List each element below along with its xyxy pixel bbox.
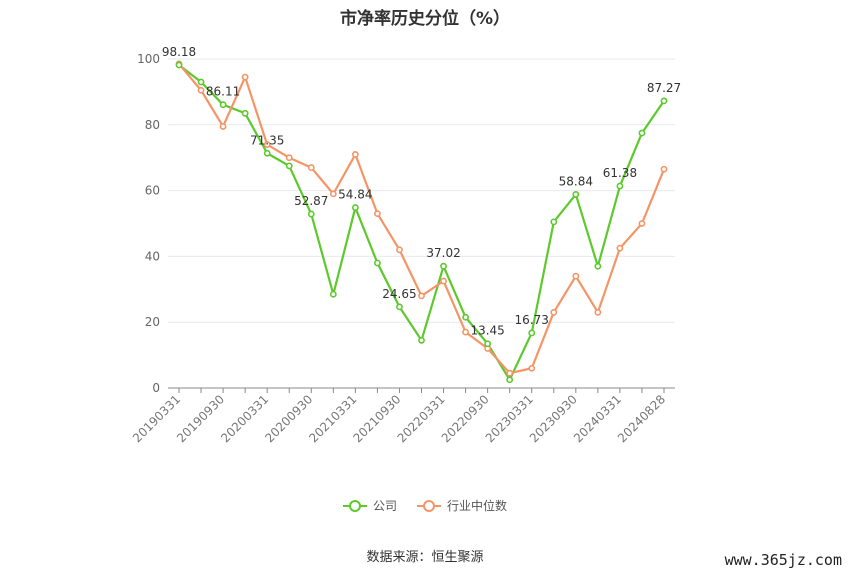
data-point-industry [241,73,249,81]
data-point-industry [263,141,271,148]
x-axis: 2019033120190930202003312020093020210331… [130,387,675,445]
series-points [175,60,668,384]
data-label: 86.11 [206,85,240,99]
data-labels: 98.18 86.11 71.35 52.87 54.84 24.65 37.02 13.45… [162,45,681,338]
data-point-company [175,61,183,69]
data-point-company [660,97,668,105]
data-point-company [484,340,492,348]
data-point-industry [550,308,558,316]
data-label: 61.38 [603,166,637,180]
x-tick-label: 20240828 [615,392,668,445]
data-point-company [307,210,315,218]
data-point-industry [462,328,469,336]
series-line-company [178,64,665,381]
data-point-industry [285,154,293,162]
data-point-industry [418,292,425,300]
grid-lines [168,58,675,323]
data-point-company [197,78,205,86]
data-point-company [241,109,249,117]
chart-title: 市净率历史分位（%） [339,9,511,29]
data-point-company [594,262,602,270]
y-tick-label: 40 [145,249,160,263]
y-tick-label: 80 [145,118,160,132]
data-point-industry [638,220,646,227]
series-lines [178,63,666,381]
data-point-company [219,101,227,109]
data-label: 16.73 [515,313,549,327]
data-point-industry [572,272,580,280]
data-point-industry [197,86,205,94]
data-point-company [329,290,337,298]
data-point-company [351,204,359,211]
data-point-industry [594,308,602,316]
y-tick-label: 0 [152,381,160,395]
y-tick-label: 60 [145,184,160,198]
data-point-industry [307,164,315,171]
data-point-company [285,162,293,170]
data-label: 98.18 [162,45,196,59]
y-tick-label: 100 [137,52,160,66]
data-point-company [550,218,558,226]
y-axis-labels: 0 20 40 60 80 100 [137,52,160,395]
series-line-industry [178,63,666,375]
y-tick-label: 20 [145,315,160,329]
data-point-company [440,262,447,270]
legend: 公司 行业中位数 [0,497,850,514]
data-point-company [528,329,536,337]
data-point-company [638,129,646,137]
data-point-industry [329,190,337,198]
data-label: 52.87 [294,194,328,208]
data-point-company [506,376,514,384]
data-label: 54.84 [338,188,372,202]
data-point-industry [219,123,227,130]
data-label: 58.84 [559,174,593,188]
legend-label-industry: 行业中位数 [447,499,508,513]
data-point-company [396,303,403,311]
legend-item-company[interactable]: 公司 [342,497,397,514]
data-point-company [572,191,580,198]
data-point-industry [440,277,447,285]
legend-swatch-company [342,499,367,512]
data-point-company [418,336,425,344]
data-point-industry [660,165,668,173]
data-point-industry [528,364,536,372]
data-label: 24.65 [382,287,416,301]
data-point-company [374,259,381,267]
data-label: 13.45 [470,324,504,338]
data-point-company [263,149,271,157]
data-point-industry [374,210,381,218]
data-point-industry [351,151,359,158]
watermark: www.365jz.com [724,551,842,569]
line-chart: 0 20 40 60 80 100 201903312019093020200331202… [130,45,681,445]
legend-label-company: 公司 [372,499,397,513]
data-point-industry [506,369,514,377]
data-label: 37.02 [426,246,460,260]
legend-item-industry[interactable]: 行业中位数 [417,497,507,514]
data-label: 87.27 [647,81,681,95]
legend-swatch-industry [417,499,441,512]
data-label: 71.35 [250,133,284,147]
data-point-company [616,182,624,190]
data-source: 数据来源：恒生聚源 [366,550,484,565]
data-point-industry [396,246,403,254]
data-point-industry [616,244,624,252]
data-point-company [462,313,469,321]
